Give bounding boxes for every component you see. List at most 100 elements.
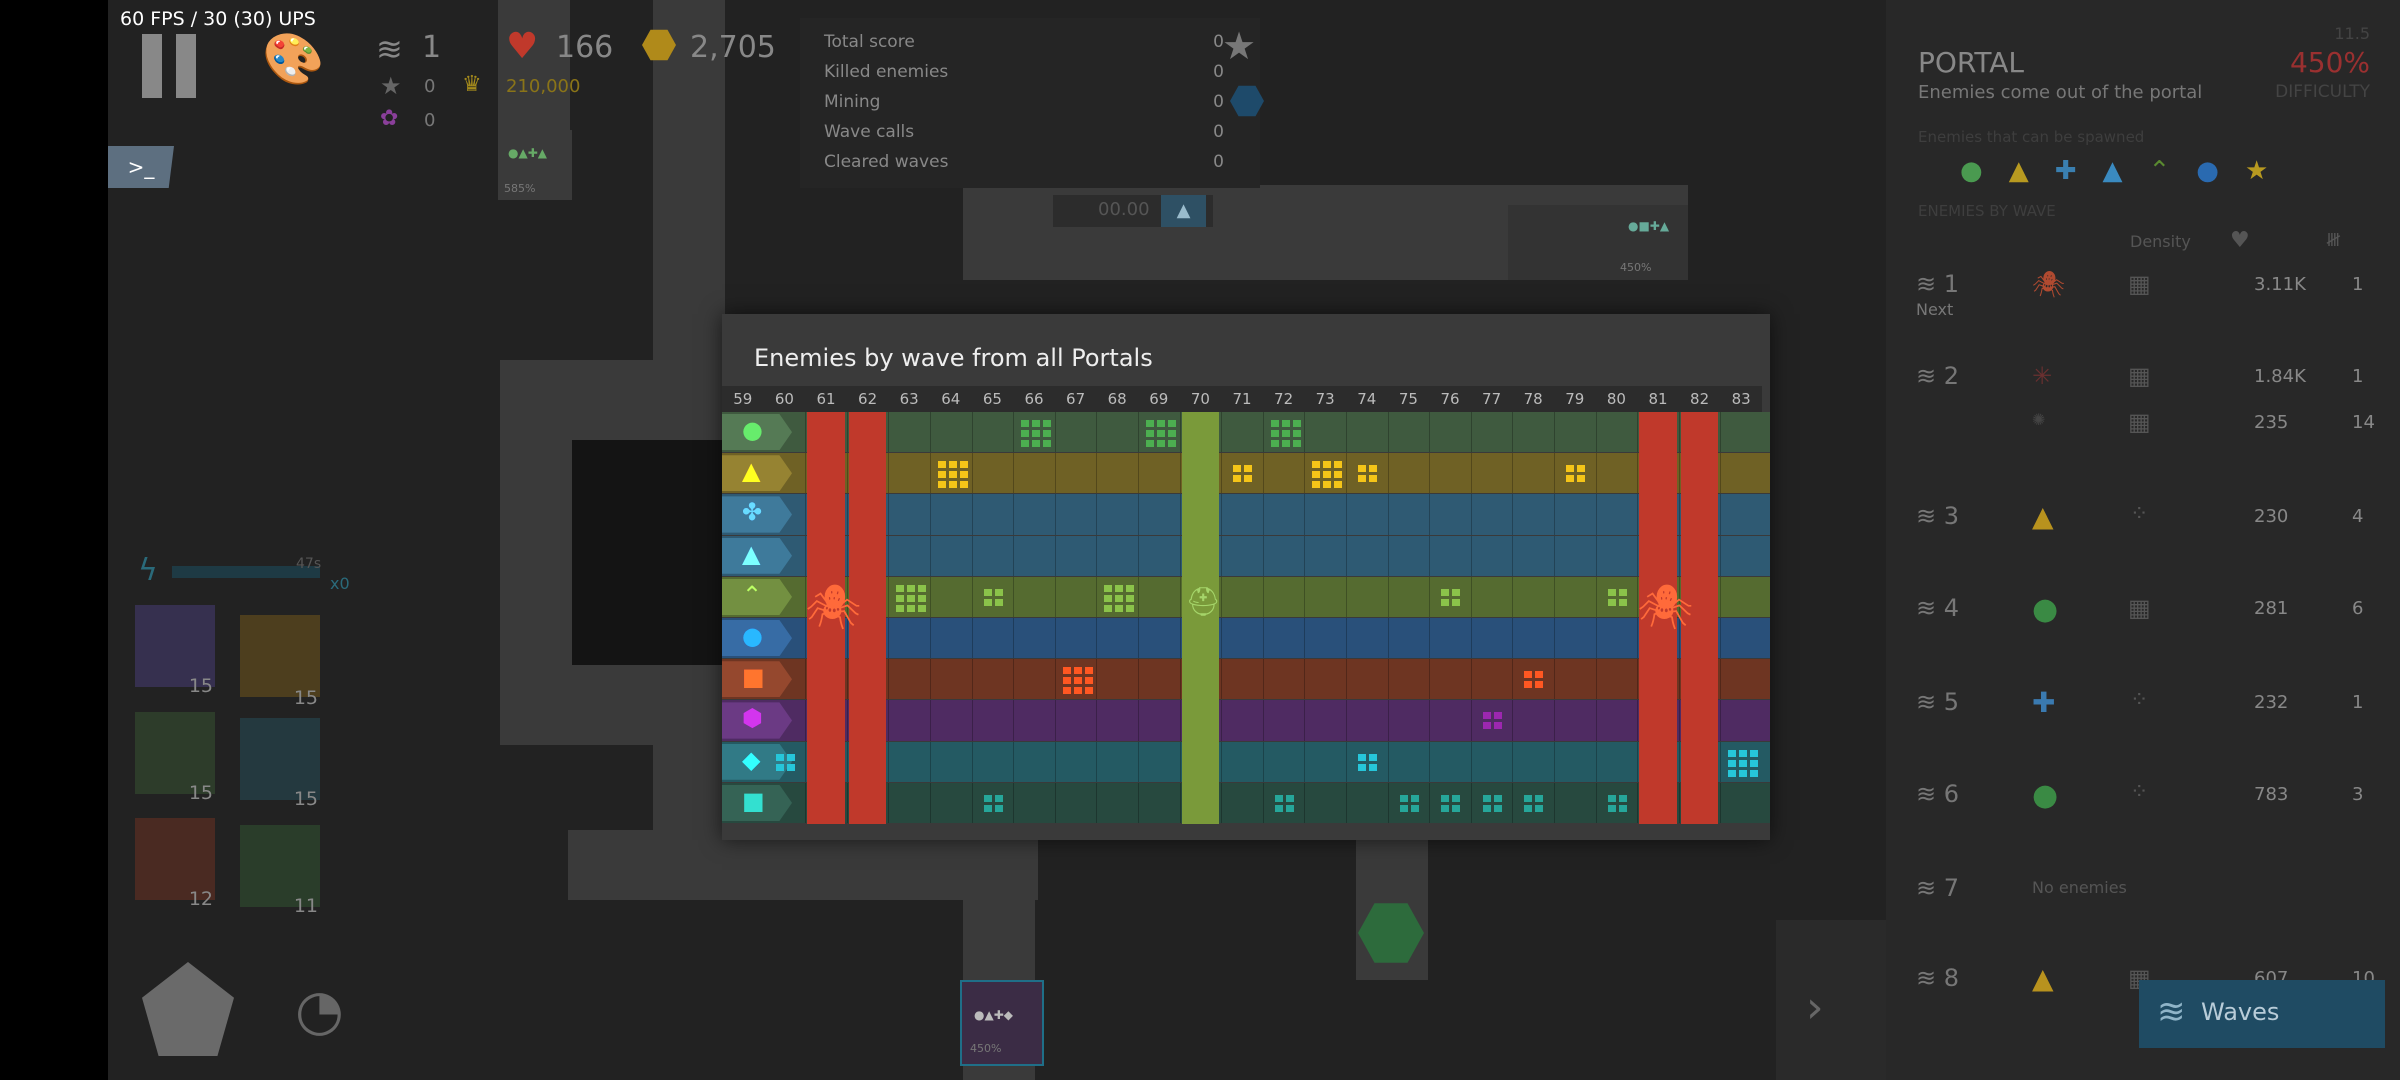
grid-cell bbox=[1637, 535, 1639, 576]
grid-cell bbox=[1387, 494, 1389, 535]
core-hexagon[interactable] bbox=[1358, 903, 1424, 963]
density-col-header: Density bbox=[2130, 232, 2191, 251]
grid-cell bbox=[1221, 535, 1223, 576]
heart-icon: ♥ bbox=[506, 26, 539, 67]
wave-icon: ≋ bbox=[2157, 992, 2186, 1032]
grid-cell bbox=[1013, 782, 1015, 823]
wave-row[interactable]: ≋ 2 ✳ ▦ 1.84K 1 bbox=[1916, 362, 2364, 390]
waves-button[interactable]: ≋ Waves bbox=[2139, 980, 2385, 1048]
grid-cell bbox=[1387, 782, 1389, 823]
ability-button-2[interactable]: 15 bbox=[240, 615, 320, 709]
portal-enemy-icons: ●▲✚▲ bbox=[508, 146, 547, 160]
star-icon[interactable]: ★ bbox=[1222, 24, 1257, 68]
green-chevron-icon: ⌃ bbox=[722, 578, 792, 615]
portal-bottom[interactable]: ●▲✚◆ 450% bbox=[960, 980, 1044, 1066]
grid-cell bbox=[1013, 741, 1015, 782]
grid-cell bbox=[1387, 741, 1389, 782]
bridge-up-icon[interactable]: ▲ bbox=[1161, 195, 1206, 227]
stars-counter: 0 bbox=[424, 76, 436, 97]
grid-cell bbox=[1720, 741, 1722, 782]
portal-mini-top[interactable]: ●▲✚▲ 585% bbox=[500, 130, 572, 200]
wave-number-header: 82 bbox=[1678, 386, 1721, 412]
grid-cell bbox=[1429, 576, 1431, 617]
enemy-density-marker bbox=[1607, 794, 1627, 812]
grid-cell bbox=[805, 576, 807, 617]
cyan-diamond-icon: ◆ bbox=[722, 743, 792, 780]
grid-cell bbox=[1429, 494, 1431, 535]
wave-number-header: 61 bbox=[805, 386, 847, 412]
grid-cell bbox=[1262, 618, 1264, 659]
enemy-density-marker bbox=[1233, 465, 1253, 483]
ability-count: 11 bbox=[293, 895, 318, 917]
ability-progress-bar bbox=[172, 566, 320, 578]
wave-row[interactable]: ≋ 3 ▲ ⁘ 230 4 bbox=[1916, 500, 2364, 533]
grid-cell bbox=[1054, 741, 1056, 782]
ability-button-6[interactable]: 11 bbox=[240, 825, 320, 917]
grid-cell bbox=[1138, 494, 1139, 535]
wave-number-header: 74 bbox=[1346, 386, 1388, 412]
grid-cell bbox=[1096, 618, 1098, 659]
wave-row[interactable]: ≋ 5 ✚ ⁘ 232 1 bbox=[1916, 686, 2364, 719]
grid-cell bbox=[1678, 618, 1680, 659]
enemy-density-marker bbox=[1441, 794, 1461, 812]
paint-palette-button[interactable]: 🎨 bbox=[262, 30, 325, 88]
next-button[interactable]: › bbox=[1776, 920, 1886, 1080]
grid-cell bbox=[930, 535, 931, 576]
grid-cell bbox=[1595, 741, 1597, 782]
terminal-button[interactable]: >_ bbox=[108, 146, 174, 188]
grid-cell bbox=[1595, 576, 1597, 617]
wave-row[interactable]: ≋ 1 Next 🕷 ▦ 3.11K 1 bbox=[1916, 270, 2364, 319]
grid-cell bbox=[1138, 700, 1139, 741]
enemy-density-marker bbox=[1566, 465, 1585, 483]
build-modifier-button[interactable]: ◔ bbox=[295, 978, 344, 1043]
grid-cell bbox=[1262, 453, 1264, 494]
grid-cell bbox=[930, 412, 931, 453]
grid-cell bbox=[1054, 700, 1056, 741]
star-icon: ★ bbox=[380, 72, 402, 100]
ability-button-5[interactable]: 12 bbox=[135, 818, 215, 910]
wave-number-header: 68 bbox=[1096, 386, 1138, 412]
grid-cell bbox=[1512, 659, 1514, 700]
grid-cell bbox=[1304, 782, 1306, 823]
wave-number-header: 59 bbox=[722, 386, 764, 412]
grid-cell bbox=[1096, 453, 1098, 494]
wave-row[interactable]: ≋ 7 No enemies bbox=[1916, 874, 2127, 902]
grid-cell bbox=[1720, 453, 1722, 494]
wave-row[interactable]: ≋ 6 ● ⁘ 783 3 bbox=[1916, 778, 2364, 813]
difficulty-value: 450% bbox=[2289, 46, 2370, 79]
grid-cell bbox=[1678, 700, 1680, 741]
grid-cell bbox=[1720, 412, 1722, 453]
grid-cell bbox=[1678, 576, 1680, 617]
portal-mini-right[interactable]: ●■✚▲ 450% bbox=[1508, 205, 1688, 280]
grid-cell bbox=[846, 741, 848, 782]
grid-cell bbox=[1346, 535, 1347, 576]
grid-cell bbox=[1637, 700, 1639, 741]
wave-number-header: 60 bbox=[763, 386, 806, 412]
grid-cell bbox=[1637, 576, 1639, 617]
grid-cell bbox=[1554, 782, 1555, 823]
green-circle-icon: ● bbox=[722, 414, 792, 451]
grid-cell bbox=[1138, 618, 1139, 659]
grid-cell bbox=[1304, 659, 1306, 700]
coin-icon bbox=[642, 29, 676, 61]
wave-row[interactable]: ≋ 4 ● ▦ 281 6 bbox=[1916, 592, 2364, 627]
ability-button-3[interactable]: 15 bbox=[135, 712, 215, 804]
ability-button-4[interactable]: 15 bbox=[240, 718, 320, 810]
boss-enemy-icon: 🕷 bbox=[1637, 581, 1694, 633]
grid-cell bbox=[846, 618, 848, 659]
grid-cell bbox=[846, 412, 848, 453]
grid-cell bbox=[1470, 741, 1472, 782]
grid-cell bbox=[971, 535, 973, 576]
enemy-density-marker bbox=[1270, 420, 1301, 447]
grid-cell bbox=[930, 700, 931, 741]
ability-count: 15 bbox=[188, 675, 213, 697]
grid-cell bbox=[805, 618, 807, 659]
ability-button-1[interactable]: 15 bbox=[135, 605, 215, 697]
grid-cell bbox=[930, 659, 931, 700]
score-row: Killed enemies 0 bbox=[824, 62, 1224, 82]
pause-button[interactable] bbox=[138, 32, 208, 100]
wave-counter: 1 bbox=[422, 30, 442, 65]
grid-cell bbox=[1512, 700, 1514, 741]
wave-row[interactable]: ✺ ▦ 235 14 bbox=[2032, 408, 2375, 436]
portal-percent-label: 450% bbox=[970, 1042, 1002, 1055]
